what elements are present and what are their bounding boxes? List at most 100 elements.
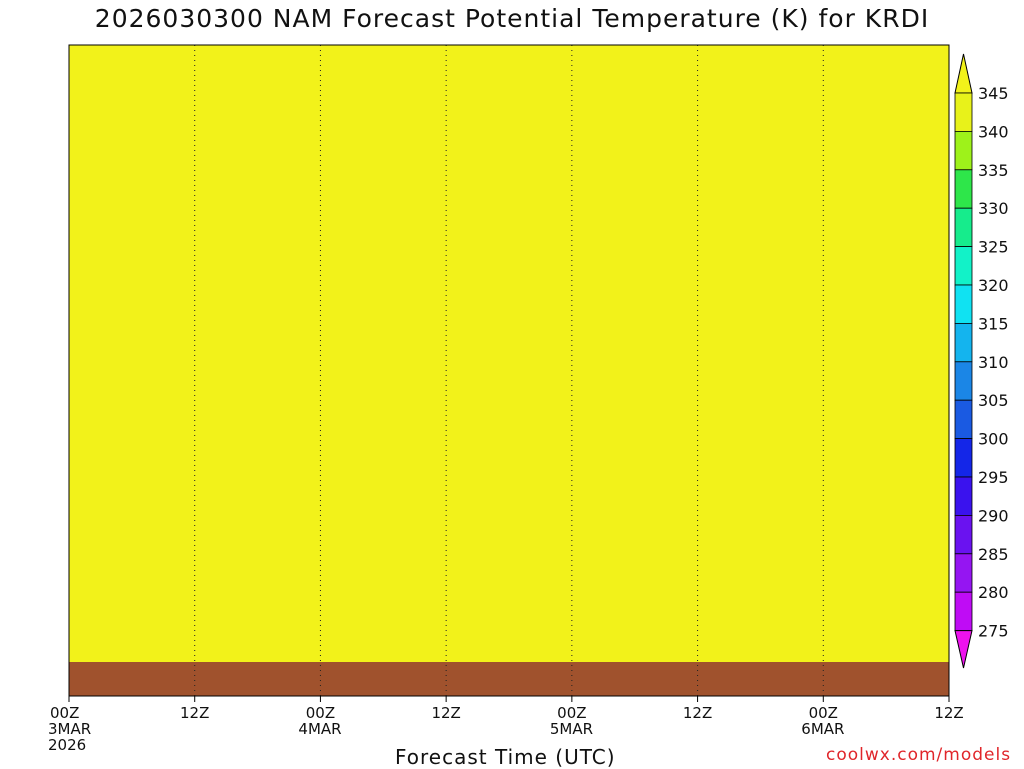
band-cell: [843, 45, 850, 696]
band-cell: [525, 45, 532, 696]
band-cell: [447, 45, 454, 696]
band-cell: [849, 45, 856, 696]
colorbar-under-arrow: [954, 630, 973, 669]
band-cell: [723, 45, 730, 696]
band-cell: [879, 45, 886, 696]
band-cell: [219, 45, 226, 696]
x-tick-label: 12Z: [934, 704, 963, 722]
band-cell: [159, 45, 166, 696]
band-cell: [579, 45, 586, 696]
band-cell: [813, 45, 820, 696]
x-tick-label: 2026: [48, 736, 86, 754]
band-cell: [561, 45, 568, 696]
x-tick-label: 00Z: [809, 704, 838, 722]
band-cell: [777, 45, 784, 696]
band-cell: [435, 45, 442, 696]
band-cell: [921, 45, 928, 696]
band-cell: [555, 45, 562, 696]
band-cell: [93, 45, 100, 696]
band-cell: [765, 45, 772, 696]
band-cell: [315, 45, 322, 696]
band-cell: [711, 45, 718, 696]
band-cell: [543, 45, 550, 696]
band-cell: [621, 45, 628, 696]
band-cell: [789, 45, 796, 696]
band-cell: [285, 45, 292, 696]
band-cell: [783, 45, 790, 696]
band-cell: [81, 45, 88, 696]
band-cell: [801, 45, 808, 696]
colorbar-swatch: [954, 399, 973, 440]
band-cell: [687, 45, 694, 696]
colorbar-tick-label: 295: [978, 468, 1009, 487]
band-cell: [303, 45, 310, 696]
band-cell: [411, 45, 418, 696]
band-cell: [837, 45, 844, 696]
band-cell: [759, 45, 766, 696]
x-tick-label: 5MAR: [550, 720, 593, 738]
band-cell: [105, 45, 112, 696]
band-cell: [339, 45, 346, 696]
band-cell: [663, 45, 670, 696]
colorbar-swatch: [954, 553, 973, 593]
band-cell: [909, 45, 916, 696]
band-cell: [897, 45, 904, 696]
band-cell: [291, 45, 298, 696]
band-cell: [231, 45, 238, 696]
colorbar-swatch: [954, 476, 973, 516]
colorbar-tick-label: 340: [978, 122, 1009, 141]
band-cell: [825, 45, 832, 696]
band-cell: [363, 45, 370, 696]
band-cell: [867, 45, 874, 696]
band-cell: [183, 45, 190, 696]
band-cell: [375, 45, 382, 696]
colorbar-swatch: [954, 591, 973, 632]
terrain-ground: [69, 662, 949, 696]
band-cell: [441, 45, 448, 696]
x-tick-label: 3MAR: [48, 720, 91, 738]
band-cell: [75, 45, 82, 696]
band-cell: [393, 45, 400, 696]
band-cell: [681, 45, 688, 696]
band-cell: [549, 45, 556, 696]
band-cell: [207, 45, 214, 696]
band-cell: [591, 45, 598, 696]
band-cell: [177, 45, 184, 696]
band-cell: [735, 45, 742, 696]
band-cell: [453, 45, 460, 696]
colorbar: 275 280 285 290 295 300 305 310 315 320 325 330 335 3…: [954, 53, 1009, 669]
colorbar-tick-label: 275: [978, 622, 1009, 641]
band-cell: [465, 45, 472, 696]
band-cell: [249, 45, 256, 696]
band-cell: [381, 45, 388, 696]
band-cell: [111, 45, 118, 696]
band-cell: [699, 45, 706, 696]
grid-lines: [194, 45, 824, 696]
colorbar-over-arrow: [954, 53, 973, 94]
temperature-bands: [69, 45, 949, 696]
plot-frame: [68, 44, 950, 697]
band-cell: [597, 45, 604, 696]
band-cell: [129, 45, 136, 696]
band-cell: [603, 45, 610, 696]
band-cell: [489, 45, 496, 696]
band-cell: [261, 45, 268, 696]
x-tick-label: 12Z: [683, 704, 712, 722]
colorbar-tick-label: 280: [978, 583, 1009, 602]
x-tick-label: 00Z: [50, 704, 79, 722]
band-cell: [807, 45, 814, 696]
colorbar-tick-label: 300: [978, 430, 1009, 449]
band-cell: [429, 45, 436, 696]
band-cell: [297, 45, 304, 696]
band-cell: [855, 45, 862, 696]
band-cell: [483, 45, 490, 696]
band-cell: [885, 45, 892, 696]
band-cell: [705, 45, 712, 696]
x-tick-label: 4MAR: [298, 720, 341, 738]
x-tick-label: 00Z: [557, 704, 586, 722]
colorbar-tick-label: 330: [978, 199, 1009, 218]
band-cell: [243, 45, 250, 696]
band-cell: [831, 45, 838, 696]
band-cell: [903, 45, 910, 696]
band-cell: [873, 45, 880, 696]
